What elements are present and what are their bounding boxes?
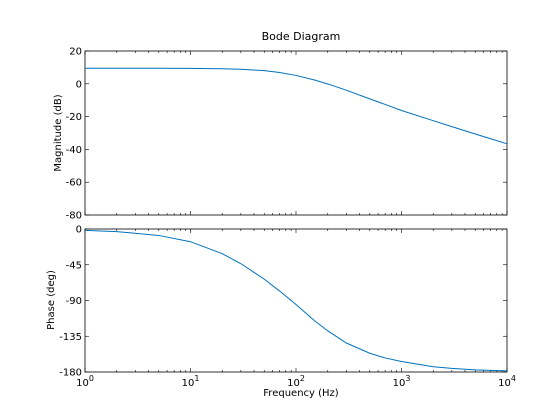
magnitude-y-tick-label: -80 [66,211,82,222]
magnitude-y-tick-label: -40 [66,145,82,156]
magnitude-ticks [84,50,508,216]
phase-y-tick-label: -135 [59,332,82,343]
phase-y-tick-label: 0 [76,225,82,236]
x-axis-label: Frequency (Hz) [263,388,339,399]
magnitude-y-tick-label: -20 [66,112,82,123]
x-tick-label: 100 [76,374,94,389]
phase-y-tick-label: -180 [59,368,82,379]
phase-y-tick-label: -45 [66,260,82,271]
magnitude-axes-frame [84,50,508,216]
phase-ticks [84,228,508,373]
phase-y-tick-label: -90 [66,296,82,307]
phase-y-tick-labels: 0 -45 -90 -135 -180 [59,225,82,379]
x-tick-label: 104 [498,374,516,389]
chart-title: Bode Diagram [262,30,341,43]
phase-axes-frame [84,228,508,373]
magnitude-plot: 20 0 -20 -40 -60 -80 Magnitude (dB) [53,47,508,222]
magnitude-y-axis-label: Magnitude (dB) [53,94,64,171]
phase-y-axis-label: Phase (deg) [46,270,57,330]
magnitude-y-tick-label: 20 [69,47,82,58]
phase-series-line [84,229,508,372]
x-tick-labels: 100 101 102 103 104 [76,374,516,389]
x-tick-label: 103 [393,374,411,389]
x-tick-label: 102 [287,374,305,389]
magnitude-y-tick-label: -60 [66,178,82,189]
magnitude-y-tick-label: 0 [76,79,82,90]
x-tick-label: 101 [182,374,200,389]
phase-plot: 0 -45 -90 -135 -180 Phase (deg) [46,225,508,379]
magnitude-y-tick-labels: 20 0 -20 -40 -60 -80 [66,47,82,222]
magnitude-series-line [85,67,508,145]
